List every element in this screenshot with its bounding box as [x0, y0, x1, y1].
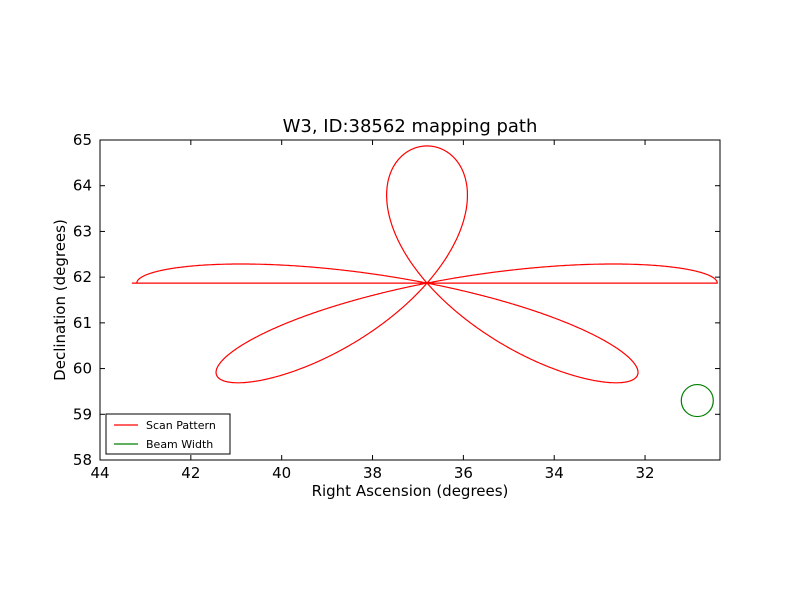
x-axis-ticks: 44 42 40 38 36 34 32	[90, 140, 655, 482]
plot-frame	[99, 139, 721, 461]
x-tick-label: 32	[636, 464, 655, 482]
legend-label-scan-pattern: Scan Pattern	[146, 419, 216, 432]
legend-box	[105, 413, 231, 455]
x-tick-label: 42	[181, 464, 200, 482]
y-tick-label: 62	[73, 268, 92, 286]
legend: Scan Pattern Beam Width	[105, 413, 231, 455]
y-tick-label: 64	[73, 177, 92, 195]
y-tick-label: 60	[73, 360, 92, 378]
x-tick-label: 38	[363, 464, 382, 482]
y-axis-ticks: 58 59 60 61 62 63 64 65	[73, 131, 720, 469]
y-tick-label: 63	[73, 222, 92, 240]
scan-pattern-line	[131, 145, 718, 384]
y-tick-label: 65	[73, 131, 92, 149]
x-tick-label: 44	[90, 464, 109, 482]
x-axis-label: Right Ascension (degrees)	[312, 482, 509, 500]
y-axis-label: Declination (degrees)	[51, 219, 69, 381]
y-tick-label: 61	[73, 314, 92, 332]
y-tick-label: 58	[73, 451, 92, 469]
x-tick-label: 36	[454, 464, 473, 482]
beam-width-circle	[680, 383, 714, 418]
x-tick-label: 34	[545, 464, 564, 482]
legend-label-beam-width: Beam Width	[146, 438, 213, 451]
chart-title: W3, ID:38562 mapping path	[283, 116, 538, 137]
x-tick-label: 40	[272, 464, 291, 482]
y-tick-label: 59	[73, 405, 92, 423]
